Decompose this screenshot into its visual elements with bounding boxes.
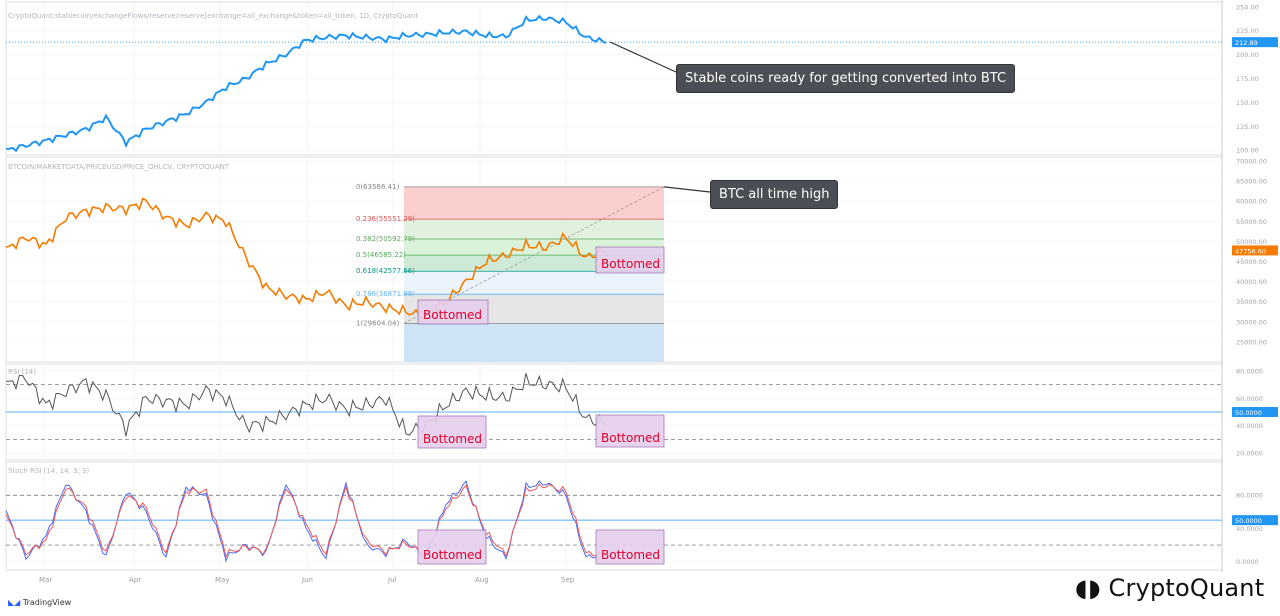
bottomed-box xyxy=(417,415,487,449)
y-tick-label: 60000.00 xyxy=(1236,198,1267,206)
month-label: Mar xyxy=(39,576,52,584)
stoch-d-line xyxy=(5,483,607,559)
bottomed-label: Bottomed xyxy=(601,548,660,562)
tradingview-logo: ◣◢ TradingView xyxy=(8,598,71,607)
last-value-label: 47756.60 xyxy=(1235,247,1266,255)
y-tick-label: 50000.00 xyxy=(1236,238,1267,246)
y-tick-label: 65000.00 xyxy=(1236,178,1267,186)
cryptoquant-logo: ◖◗ CryptoQuant xyxy=(1075,574,1264,602)
fib-zone xyxy=(404,271,664,295)
fib-level-label: 1(29604.04) xyxy=(356,319,400,327)
y-tick-label: 225.00 xyxy=(1236,27,1259,35)
panel2-header: BTCOIN/MARKETDATA/PRICEUSD/PRICE_OHLCV, … xyxy=(8,163,230,171)
fib-level-label: 0.618(42577.66) xyxy=(356,267,415,275)
month-label: Apr xyxy=(129,576,141,584)
y-tick-label: 40.0000 xyxy=(1236,422,1263,430)
y-tick-label: 70000.00 xyxy=(1236,158,1267,166)
month-label: Jun xyxy=(301,576,313,584)
stablecoin-callout: Stable coins ready for getting converted… xyxy=(676,64,1016,93)
stablecoin-callout-pointer xyxy=(609,41,677,73)
y-tick-label: 150.00 xyxy=(1236,99,1259,107)
fib-level-label: 0.236(55551.29) xyxy=(356,215,415,223)
cryptoquant-icon: ◖◗ xyxy=(1075,574,1101,602)
last-value-badge xyxy=(1232,37,1278,48)
y-tick-label: 175.00 xyxy=(1236,75,1259,83)
bottomed-label: Bottomed xyxy=(601,431,660,445)
y-tick-label: 45000.00 xyxy=(1236,258,1267,266)
stablecoin-series-line xyxy=(5,14,607,153)
bottomed-box xyxy=(595,246,665,274)
y-tick-label: 40000.00 xyxy=(1236,278,1267,286)
bottomed-box xyxy=(417,529,487,565)
bottomed-label: Bottomed xyxy=(423,548,482,562)
y-tick-label: 20.0000 xyxy=(1236,450,1263,458)
y-tick-label: 35000.00 xyxy=(1236,298,1267,306)
y-tick-label: 250.00 xyxy=(1236,3,1259,11)
cryptoquant-label: CryptoQuant xyxy=(1108,574,1265,602)
rsi-series-line xyxy=(5,373,607,437)
panel4-header: Stoch RSI (14, 14, 3, 3) xyxy=(8,467,90,475)
month-label: Jul xyxy=(387,576,397,584)
last-value-badge xyxy=(1232,407,1278,417)
bottomed-label: Bottomed xyxy=(423,308,482,322)
stoch-k-line xyxy=(5,480,607,563)
y-tick-label: 25000.00 xyxy=(1236,338,1267,346)
panel3-header: RSI (14) xyxy=(8,368,36,376)
fib-level-label: 0.5(46585.22) xyxy=(356,251,406,259)
bottomed-box xyxy=(595,529,665,565)
tradingview-icon: ◣◢ xyxy=(8,598,21,607)
tradingview-label: TradingView xyxy=(22,598,72,607)
fib-zone xyxy=(404,219,664,240)
fib-level-label: 0.786(36871.99) xyxy=(356,290,415,298)
bottomed-label: Bottomed xyxy=(423,432,482,446)
last-value-badge xyxy=(1232,245,1278,256)
month-label: May xyxy=(215,576,229,584)
y-tick-label: 40.0000 xyxy=(1236,525,1263,533)
y-tick-label: 80.0000 xyxy=(1236,367,1263,375)
last-value-label: 212.89 xyxy=(1235,39,1258,47)
month-label: Aug xyxy=(475,576,489,584)
panel1-header: CryptoQuant:stablecoin/exchangeFlows/res… xyxy=(8,12,419,20)
fib-level-label: 0(63566.41) xyxy=(356,183,400,191)
bottomed-label: Bottomed xyxy=(601,257,660,271)
ath-callout-pointer xyxy=(663,186,711,193)
fib-trend-line xyxy=(403,186,665,324)
fib-zone-below xyxy=(404,323,664,362)
y-tick-label: 200.00 xyxy=(1236,51,1259,59)
y-tick-label: 80.0000 xyxy=(1236,492,1263,500)
month-label: Sep xyxy=(561,576,575,584)
last-value-badge xyxy=(1232,515,1278,526)
last-value-label: 50.0000 xyxy=(1235,517,1262,525)
fib-zone xyxy=(404,186,664,220)
y-tick-label: 0.0000 xyxy=(1236,558,1259,566)
fib-level-label: 0.382(50592.78) xyxy=(356,235,415,243)
y-tick-label: 125.00 xyxy=(1236,123,1259,131)
bottomed-box xyxy=(595,414,665,448)
y-tick-label: 60.0000 xyxy=(1236,395,1263,403)
bottomed-box xyxy=(417,299,489,325)
y-tick-label: 55000.00 xyxy=(1236,218,1267,226)
y-tick-label: 30000.00 xyxy=(1236,318,1267,326)
ath-callout: BTC all time high xyxy=(710,180,839,209)
y-tick-label: 100.00 xyxy=(1236,147,1259,155)
last-value-label: 50.0000 xyxy=(1235,409,1262,417)
btc-price-series-line xyxy=(5,197,607,321)
